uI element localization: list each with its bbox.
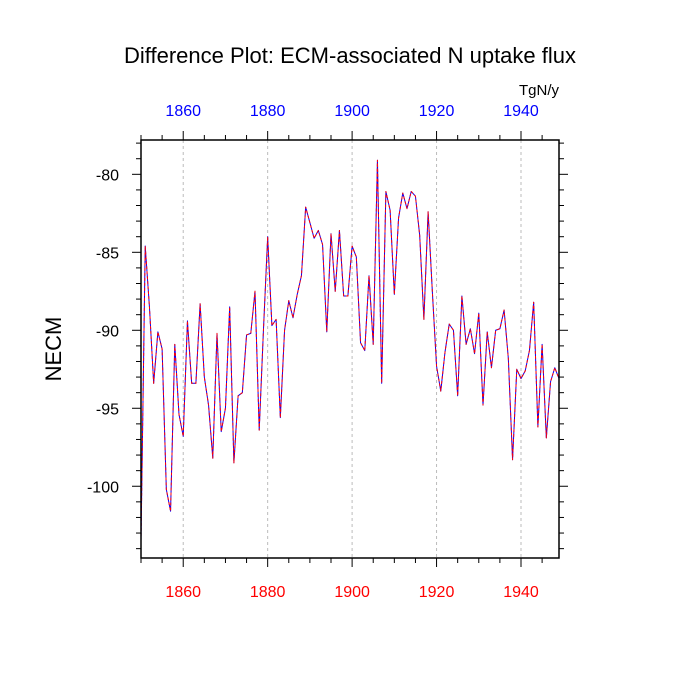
y-tick-label: -90 bbox=[96, 323, 119, 340]
series-lines bbox=[140, 159, 560, 541]
y-tick-label: -100 bbox=[87, 479, 119, 496]
units-label: TgN/y bbox=[519, 82, 560, 99]
y-tick-label: -95 bbox=[96, 401, 119, 418]
x-tick-label-top: 1920 bbox=[419, 103, 455, 120]
x-tick-labels-bottom: 1860 1880 1900 1920 1940 bbox=[165, 584, 538, 601]
y-tick-label: -80 bbox=[96, 167, 119, 184]
x-tick-label-bottom: 1940 bbox=[503, 584, 539, 601]
x-tick-label-top: 1940 bbox=[503, 103, 539, 120]
x-tick-label-top: 1900 bbox=[334, 103, 370, 120]
x-tick-label-top: 1860 bbox=[165, 103, 201, 120]
x-tick-label-top: 1880 bbox=[250, 103, 286, 120]
y-tick-labels: -80 -85 -90 -95 -100 bbox=[87, 167, 119, 496]
y-tick-label: -85 bbox=[96, 245, 119, 262]
series-line-2 bbox=[140, 159, 560, 541]
y-axis-label: NECM bbox=[41, 317, 66, 382]
x-tick-label-bottom: 1900 bbox=[334, 584, 370, 601]
chart-title: Difference Plot: ECM-associated N uptake… bbox=[124, 43, 576, 68]
x-tick-label-bottom: 1860 bbox=[165, 584, 201, 601]
axis-ticks bbox=[132, 131, 568, 567]
gridlines bbox=[182, 140, 522, 558]
plot-frame bbox=[140, 139, 560, 559]
x-tick-labels-top: 1860 1880 1900 1920 1940 bbox=[165, 103, 538, 120]
x-tick-label-bottom: 1880 bbox=[250, 584, 286, 601]
x-tick-label-bottom: 1920 bbox=[419, 584, 455, 601]
